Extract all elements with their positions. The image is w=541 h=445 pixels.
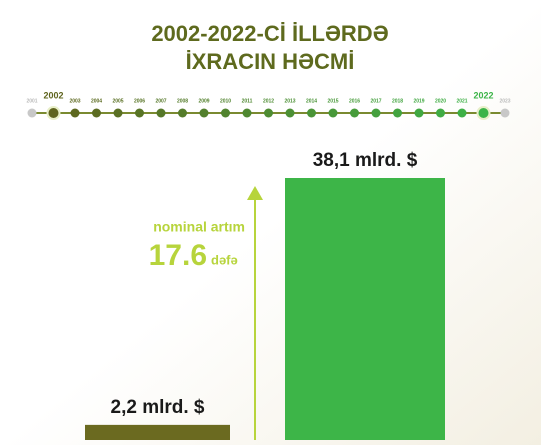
timeline-dot [46,106,61,120]
timeline-year: 2018 [392,98,403,104]
bar [285,178,445,440]
timeline-year: 2005 [112,98,123,104]
timeline-dot [135,108,144,118]
timeline-dot [113,108,123,118]
timeline-dot [27,108,37,118]
timeline-year: 2001 [26,98,37,104]
timeline-year: 2011 [242,98,253,104]
timeline-dot [92,108,101,118]
timeline-year: 2009 [198,98,209,104]
timeline-dot [242,108,252,118]
timeline-year: 2014 [306,98,317,104]
timeline-dot [178,108,187,118]
timeline-dot [221,108,230,118]
bar [85,424,230,440]
value-label: 38,1 mlrd. $ [313,150,418,171]
timeline-dot [371,108,381,118]
timeline-dot [328,108,338,118]
timeline-dot [457,108,467,118]
title-line: İXRACIN HƏCMİ [186,49,355,74]
timeline-dot [285,108,295,118]
timeline-year: 2010 [220,98,231,104]
timeline-year: 2007 [155,98,166,104]
timeline-year: 2022 [473,90,493,100]
timeline-dot [307,108,316,118]
timeline-dot [436,108,445,118]
timeline-year: 2003 [69,98,80,104]
timeline-year: 2004 [91,98,102,104]
timeline-dot [500,108,510,118]
timeline-year: 2012 [263,98,274,104]
timeline-year: 2017 [370,98,381,104]
timeline-year: 2006 [134,98,145,104]
timeline-year: 2019 [413,98,424,104]
timeline-dot [476,106,491,120]
value-label: 2,2 mlrd. $ [111,397,205,418]
timeline-year: 2015 [327,98,338,104]
timeline-dot [70,108,80,118]
timeline-dot [414,108,424,118]
arrow-head [247,186,263,200]
timeline-dot [199,108,209,118]
timeline-year: 2016 [349,98,360,104]
timeline-dot [350,108,359,118]
timeline-dot [264,108,273,118]
annotation-unit: dəfə [211,252,238,267]
title-line: 2002-2022-Cİ İLLƏRDƏ [151,21,388,46]
timeline-year: 2020 [435,98,446,104]
timeline-year: 2021 [456,98,467,104]
timeline-year: 2002 [43,90,63,100]
timeline-year: 2008 [177,98,188,104]
annotation-text: nominal artım [153,219,245,235]
timeline-dot [393,108,402,118]
timeline-dot [156,108,166,118]
timeline-year: 2013 [284,98,295,104]
timeline-year: 2023 [499,98,510,104]
annotation-factor: 17.6 [149,239,207,272]
